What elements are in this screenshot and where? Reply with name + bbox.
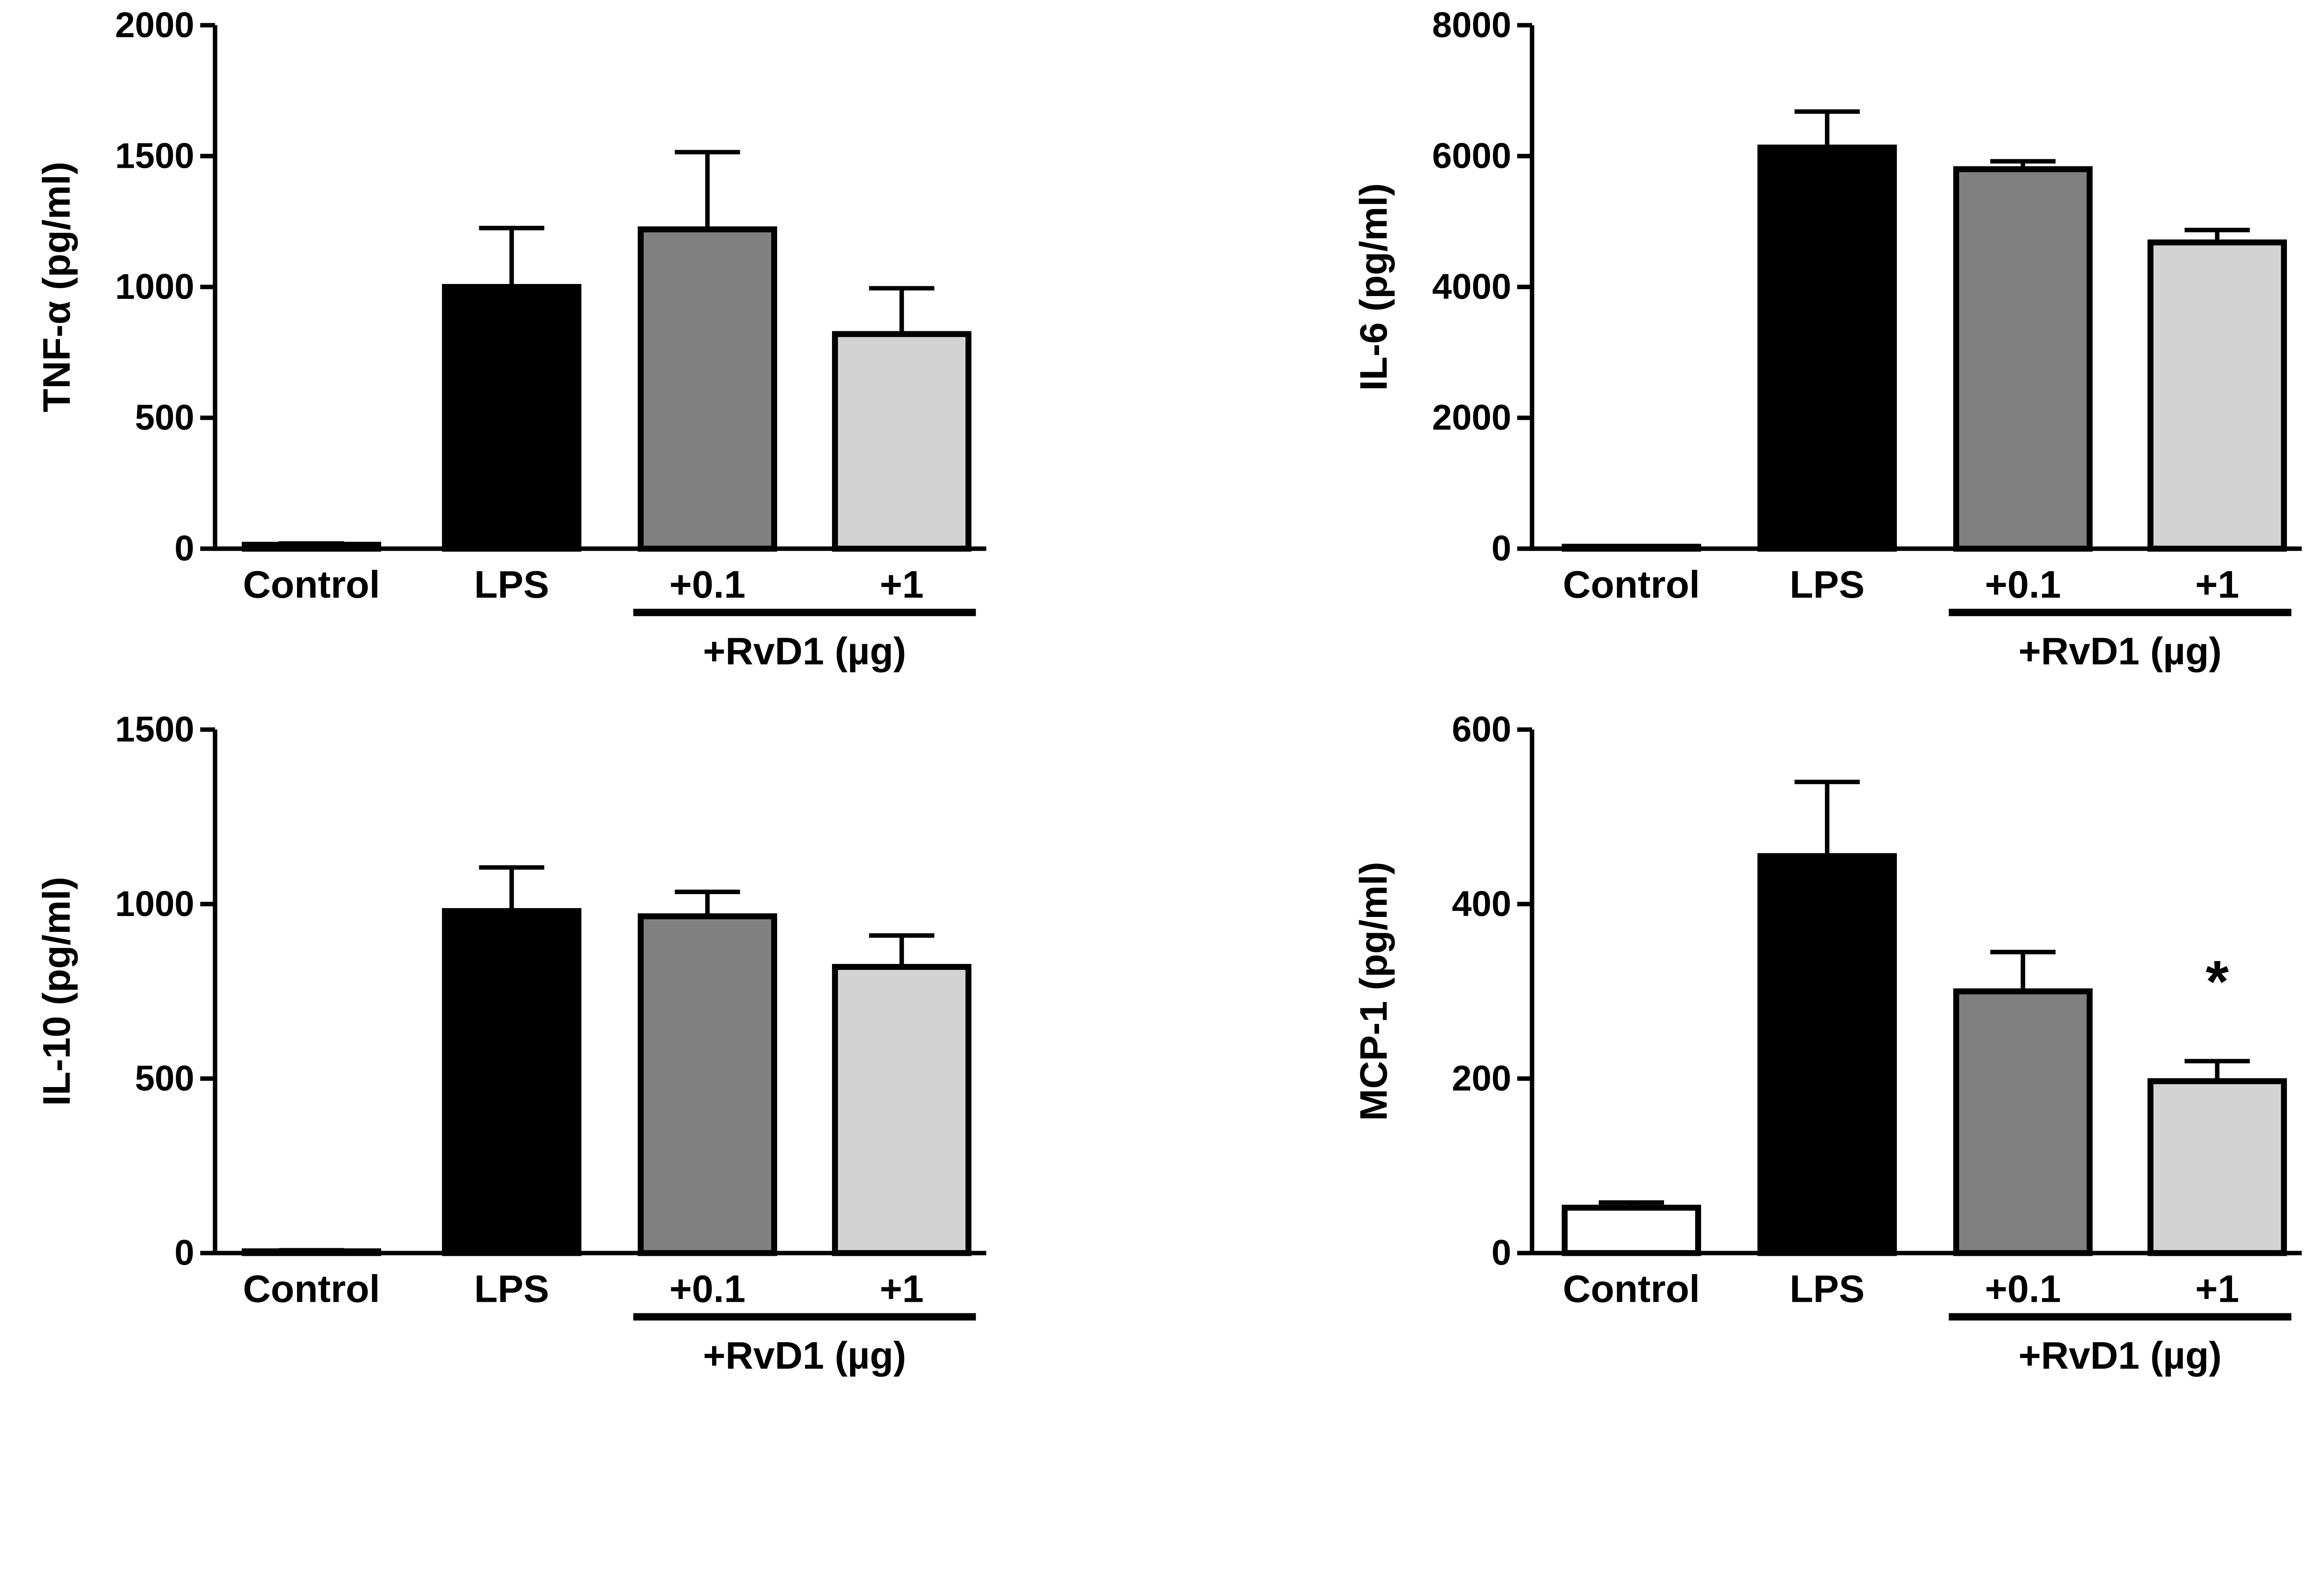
- chart-panel-4: 0 200 400 600 MCP-1 (pg/ml) Control LPS +0.1 +1 +…: [1352, 710, 2302, 1377]
- x-tick-label: LPS: [474, 563, 549, 606]
- bar-LPS: [1757, 853, 1897, 1256]
- y-tick-label: 2000: [1432, 398, 1511, 438]
- bar-+1: [832, 964, 971, 1256]
- y-tick-label: 400: [1452, 884, 1512, 924]
- y-tick-label: 4000: [1432, 267, 1511, 307]
- y-tick-label: 1000: [115, 267, 194, 307]
- chart-panel-3: 0 500 1000 1500 IL-10 (pg/ml) Control LPS +0.1 +…: [35, 710, 986, 1377]
- x-tick-label: LPS: [474, 1267, 549, 1311]
- bar-LPS: [1757, 145, 1897, 552]
- y-axis-label: IL-10 (pg/ml): [35, 877, 78, 1106]
- bar-Control: [1561, 543, 1701, 552]
- y-tick-label: 6000: [1432, 136, 1511, 176]
- y-axis-label: MCP-1 (pg/ml): [1352, 862, 1395, 1121]
- bar-Control: [242, 541, 382, 552]
- y-tick-label: 8000: [1432, 6, 1511, 45]
- x-tick-label: +0.1: [669, 563, 746, 606]
- x-tick-label: Control: [1563, 1267, 1700, 1311]
- bar-+0.1: [1953, 166, 2093, 552]
- y-axis-label: TNF-α (pg/ml): [35, 162, 78, 412]
- bar-+1: [2147, 239, 2287, 552]
- bar-Control: [1561, 1205, 1701, 1256]
- x-tick-label: LPS: [1789, 1267, 1864, 1311]
- y-tick-label: 0: [174, 529, 194, 568]
- y-tick-label: 500: [135, 398, 194, 438]
- x-tick-label: +0.1: [1985, 563, 2061, 606]
- bar-LPS: [442, 908, 581, 1256]
- y-tick-label: 0: [1492, 1233, 1512, 1273]
- y-tick-label: 200: [1452, 1059, 1512, 1098]
- y-tick-label: 0: [174, 1233, 194, 1273]
- chart-panel-1: 0 500 1000 1500 2000 TNF-α (pg/ml) Control LPS +…: [35, 6, 986, 672]
- bar-+0.1: [638, 913, 777, 1256]
- bar-Control: [242, 1248, 382, 1256]
- group-label: +RvD1 (µg): [703, 1334, 906, 1377]
- x-tick-label: +1: [880, 563, 924, 606]
- x-tick-label: LPS: [1789, 563, 1864, 606]
- y-tick-label: 500: [135, 1059, 194, 1098]
- x-tick-label: +0.1: [1985, 1267, 2061, 1311]
- chart-panel-2: 0 2000 4000 6000 8000 IL-6 (pg/ml) Control LPS +…: [1352, 6, 2302, 672]
- bar-+1: [832, 331, 971, 552]
- x-tick-label: Control: [1563, 563, 1700, 606]
- y-tick-label: 0: [1492, 529, 1512, 568]
- bar-+0.1: [1953, 988, 2093, 1256]
- x-tick-label: +1: [2195, 1267, 2239, 1311]
- y-axis-label: IL-6 (pg/ml): [1352, 183, 1395, 391]
- x-tick-label: Control: [243, 1267, 380, 1311]
- group-label: +RvD1 (µg): [703, 629, 906, 672]
- group-label: +RvD1 (µg): [2019, 629, 2222, 672]
- x-tick-label: +1: [880, 1267, 924, 1311]
- x-tick-label: +1: [2195, 563, 2239, 606]
- y-tick-label: 600: [1452, 710, 1512, 749]
- y-tick-label: 1500: [115, 136, 194, 176]
- bar-+0.1: [638, 226, 777, 552]
- bar-+1: [2147, 1078, 2287, 1256]
- y-tick-label: 1500: [115, 710, 194, 749]
- y-tick-label: 1000: [115, 884, 194, 924]
- x-tick-label: Control: [243, 563, 380, 606]
- y-tick-label: 2000: [115, 6, 194, 45]
- x-tick-label: +0.1: [669, 1267, 746, 1311]
- significance-asterisk: *: [2205, 949, 2229, 1015]
- group-label: +RvD1 (µg): [2019, 1334, 2222, 1377]
- bar-LPS: [442, 284, 581, 552]
